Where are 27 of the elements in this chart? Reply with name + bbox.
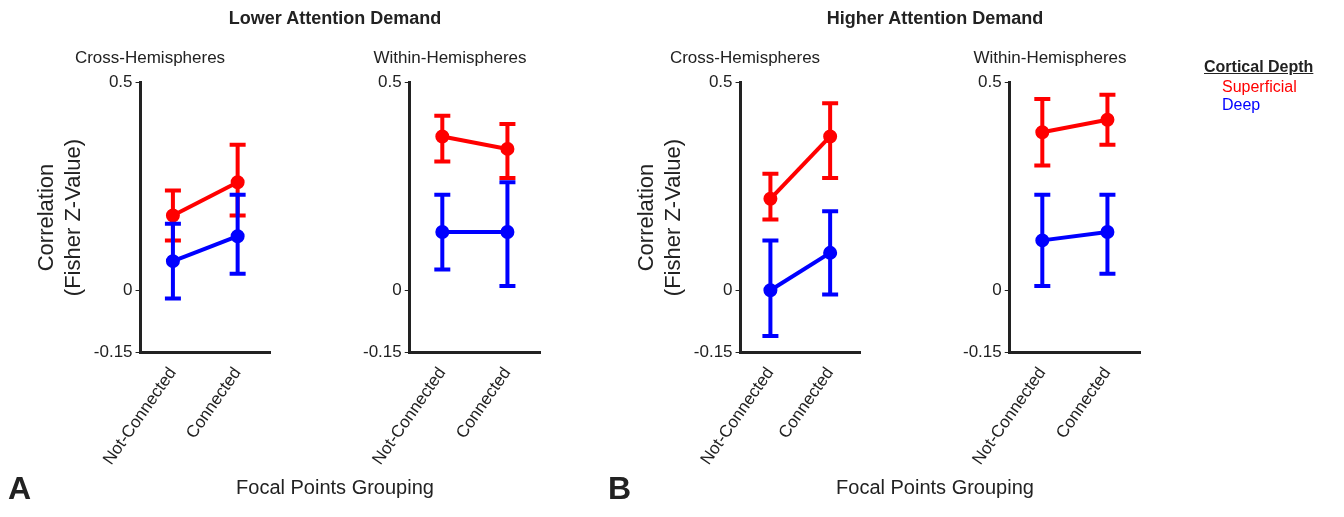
y-tick-label: -0.15 — [963, 342, 1002, 362]
text: Deep — [1221, 96, 1262, 114]
x-axis-title: Focal Points Grouping — [835, 476, 1035, 499]
y-tick-label: 0.5 — [978, 72, 1002, 92]
x-axis-title: Focal Points Grouping — [235, 476, 435, 499]
y-tick-label: 0.5 — [108, 72, 133, 92]
y-tick-label: -0.15 — [93, 342, 133, 362]
y-tick-label: 0 — [392, 279, 402, 299]
text: B — [608, 470, 632, 507]
text: Lower Attention Demand — [227, 8, 443, 29]
text: Superficial — [1221, 78, 1298, 96]
text: A — [8, 470, 32, 507]
chart-subtitle: Cross-Hemispheres — [669, 47, 821, 67]
y-tick-label: -0.15 — [363, 342, 402, 362]
y-tick-label: 0.5 — [708, 72, 733, 92]
y-axis-title: Correlation (Fisher Z-Value) — [33, 138, 85, 297]
chart-subtitle: Cross-Hemispheres — [74, 47, 226, 67]
y-tick-label: 0.5 — [378, 72, 402, 92]
text: Higher Attention Demand — [825, 8, 1045, 29]
y-tick-label: 0 — [723, 279, 733, 299]
legend-title: Cortical Depth — [1204, 58, 1314, 76]
chart-subtitle: Within-Hemispheres — [973, 47, 1127, 67]
y-axis-title: Correlation (Fisher Z-Value) — [633, 138, 685, 297]
y-tick-label: 0 — [992, 279, 1002, 299]
chart-subtitle: Within-Hemispheres — [373, 47, 527, 67]
y-tick-label: 0 — [123, 279, 133, 299]
y-tick-label: -0.15 — [693, 342, 733, 362]
